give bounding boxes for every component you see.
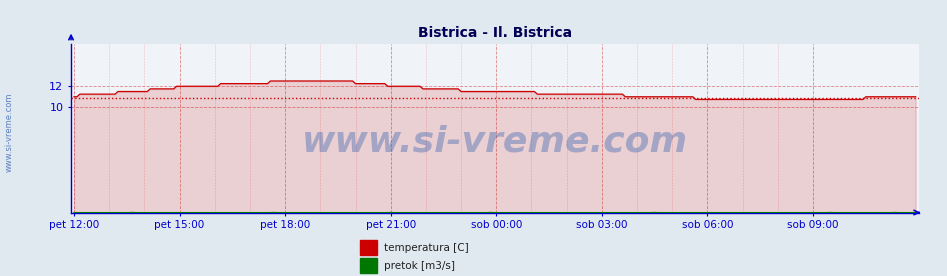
Text: temperatura [C]: temperatura [C] [384,243,469,253]
Text: www.si-vreme.com: www.si-vreme.com [5,93,14,172]
Text: pretok [m3/s]: pretok [m3/s] [384,261,456,271]
Text: www.si-vreme.com: www.si-vreme.com [302,125,688,159]
Title: Bistrica - Il. Bistrica: Bistrica - Il. Bistrica [418,26,572,40]
